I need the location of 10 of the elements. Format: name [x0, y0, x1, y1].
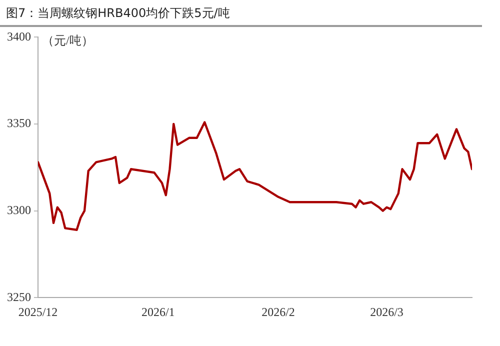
y-tick-label: 3250	[7, 290, 31, 304]
x-tick-label: 2026/2	[262, 304, 295, 319]
x-tick-label: 2026/3	[370, 304, 404, 319]
y-tick-label: 3400	[7, 29, 31, 44]
y-tick-label: 3350	[7, 116, 31, 130]
y-tick-label: 3300	[7, 202, 31, 217]
chart-title: 图7：当周螺纹钢HRB400均价下跌5元/吨	[0, 0, 482, 27]
x-tick-label: 2025/12	[18, 304, 58, 319]
x-tick-label: 2026/1	[141, 304, 175, 319]
y-axis-title: （元/吨）	[42, 33, 94, 48]
